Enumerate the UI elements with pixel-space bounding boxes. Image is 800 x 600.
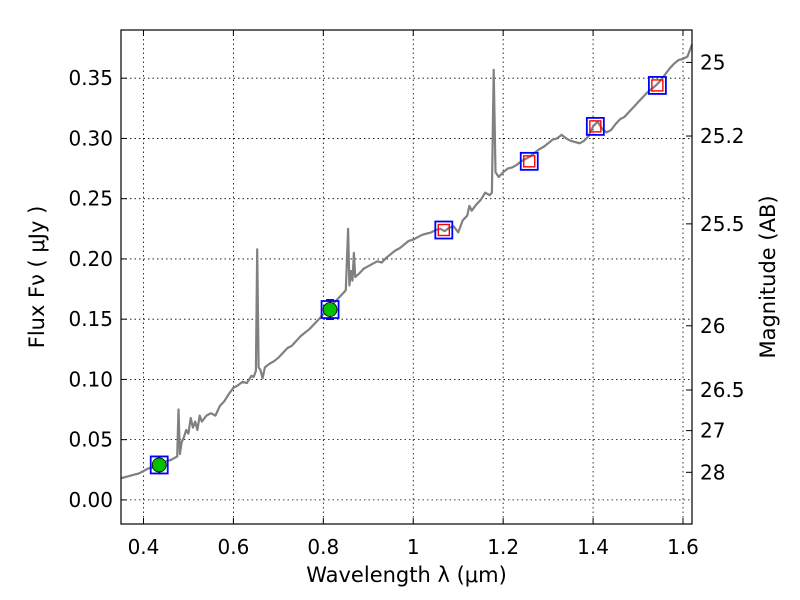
x-tick-label: 0.4	[128, 535, 160, 559]
y2-axis-label: Magnitude (AB)	[756, 195, 780, 358]
upper-limit-box	[523, 155, 536, 168]
x-tick-label: 0.8	[307, 535, 339, 559]
y-tick-label: 0.00	[68, 488, 113, 512]
magnitude-tick-label: 25.2	[700, 124, 745, 148]
magnitude-tick-label: 25.5	[700, 212, 745, 236]
magnitude-tick-labels: 25 25.2 25.5 26 26.5 27 28	[700, 50, 745, 484]
model-box	[647, 76, 667, 95]
y-tick-labels: 0.00 0.05 0.10 0.15 0.20 0.25 0.30 0.35	[68, 66, 113, 512]
magnitude-tick-label: 27	[700, 419, 725, 443]
y-tick-label: 0.10	[68, 367, 113, 391]
y-axis-label: Flux Fν ( μJy )	[25, 206, 49, 349]
x-tick-label: 0.6	[217, 535, 249, 559]
upper-limit-box	[589, 120, 602, 133]
upper-limit-box	[651, 79, 664, 92]
model-box	[519, 151, 539, 171]
x-axis-label: Wavelength λ (μm)	[306, 563, 507, 587]
observed-point	[322, 302, 338, 317]
x-tick-label: 1.4	[577, 535, 609, 559]
magnitude-tick-label: 28	[700, 460, 725, 484]
y-tick-label: 0.25	[68, 187, 113, 211]
y-tick-label: 0.05	[68, 428, 113, 452]
spectrum-series	[120, 44, 694, 480]
y-tick-label: 0.20	[68, 247, 113, 271]
plot-frame	[120, 29, 693, 525]
x-tick-label: 1	[407, 535, 420, 559]
magnitude-tick-label: 25	[700, 50, 725, 74]
x-tick-label: 1.6	[667, 535, 699, 559]
model-box	[585, 116, 605, 136]
upper-limit-box	[437, 223, 451, 237]
spectrum-line	[120, 44, 694, 480]
model-box	[320, 300, 340, 319]
y-tick-label: 0.15	[68, 307, 113, 331]
observed-point	[151, 457, 167, 473]
x-tick-labels: 0.4 0.6 0.8 1 1.2 1.4 1.6	[128, 535, 699, 559]
magnitude-tick-label: 26.5	[700, 378, 745, 402]
y-tick-label: 0.30	[68, 126, 113, 150]
grid-lines	[121, 30, 692, 524]
axis-ticks	[121, 30, 692, 524]
model-box	[149, 455, 169, 475]
model-box	[434, 220, 454, 240]
y-tick-label: 0.35	[68, 66, 113, 90]
magnitude-tick-label: 26	[700, 314, 725, 338]
x-tick-label: 1.2	[487, 535, 519, 559]
photometry-markers	[149, 76, 667, 475]
